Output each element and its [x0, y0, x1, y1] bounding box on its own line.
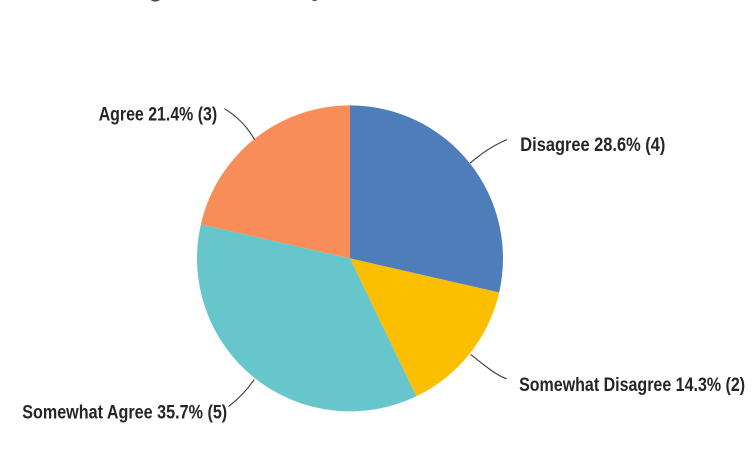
svg-text:Disagree 28.6% (4): Disagree 28.6% (4) [520, 135, 665, 156]
svg-text:Somewhat Disagree 14.3% (2): Somewhat Disagree 14.3% (2) [519, 375, 745, 396]
svg-text:Somewhat Agree 35.7% (5): Somewhat Agree 35.7% (5) [22, 403, 227, 424]
svg-text:Agree 21.4% (3): Agree 21.4% (3) [99, 104, 218, 125]
